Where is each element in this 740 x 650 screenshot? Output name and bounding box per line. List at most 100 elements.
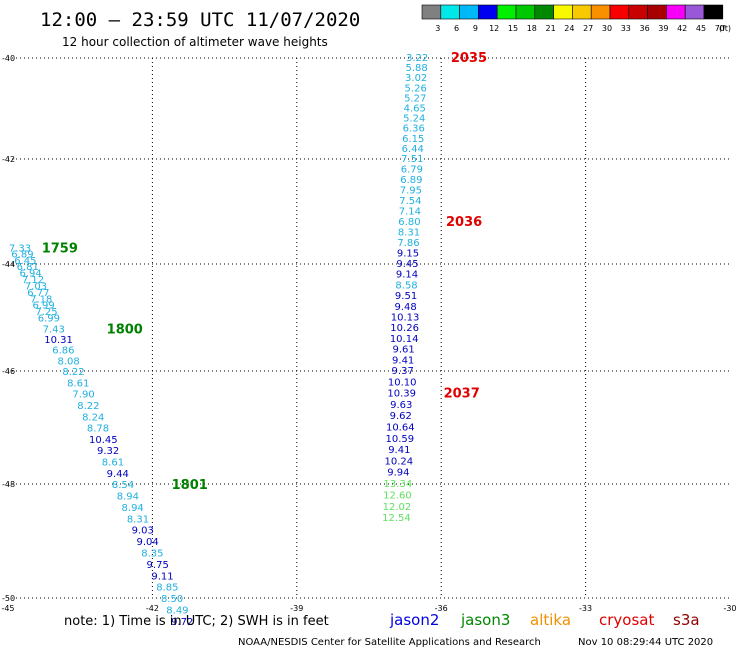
wave-height-label: 8.22	[77, 401, 99, 412]
colorbar-swatch	[421, 4, 442, 20]
wave-height-label: 6.81	[17, 262, 39, 273]
wave-height-label: 3.02	[405, 73, 427, 84]
altimeter-tracks: 7.336.896.456.816.947.127.036.777.186.99…	[9, 53, 428, 628]
wave-height-label: 7.14	[399, 207, 421, 218]
colorbar-swatch	[572, 4, 592, 20]
wave-height-label: 6.89	[11, 250, 33, 261]
wave-height-label: 6.89	[400, 175, 422, 186]
colorbar-swatch	[515, 4, 536, 20]
wave-height-label: 9.37	[392, 366, 414, 377]
wave-height-label: 8.24	[82, 412, 104, 423]
wave-height-label: 7.18	[30, 294, 52, 305]
colorbar-tick-label: 36	[640, 24, 650, 33]
wave-height-label: 8.31	[127, 514, 149, 525]
wave-height-label: 6.94	[19, 269, 41, 280]
wave-height-label: 7.51	[401, 154, 423, 165]
satellite-legend-item: s3a	[673, 611, 700, 629]
latitude-tick-label: -40	[2, 54, 15, 63]
footer-credit: NOAA/NESDIS Center for Satellite Applica…	[238, 637, 541, 648]
colorbar-tick-label: 6	[454, 24, 459, 33]
wave-height-label: 6.44	[402, 144, 424, 155]
wave-height-label: 12.02	[383, 502, 412, 513]
wave-height-label: 4.65	[404, 104, 426, 115]
wave-height-label: 7.54	[399, 196, 421, 207]
longitude-tick-label: -42	[146, 604, 159, 613]
utc-time-label: 2035	[451, 51, 487, 66]
wave-height-label: 9.11	[151, 571, 173, 582]
colorbar-tick-label: 30	[602, 24, 612, 33]
longitude-tick-label: -36	[435, 604, 448, 613]
satellite-legend: jason2 jason3 altika cryosat s3a	[389, 611, 700, 629]
colorbar-tick-label: 3	[435, 24, 440, 33]
colorbar-tick-label: 42	[677, 24, 687, 33]
wave-height-label: 8.22	[62, 367, 84, 378]
colorbar-tick-label: 24	[564, 24, 574, 33]
wave-height-label: 10.24	[385, 456, 414, 467]
satellite-legend-item: jason3	[460, 611, 510, 629]
wave-height-label: 8.31	[398, 228, 420, 239]
wave-height-label: 9.41	[388, 445, 410, 456]
colorbar-tick-label: 18	[527, 24, 537, 33]
colorbar-tick-label: 39	[658, 24, 668, 33]
colorbar-unit: (ft)	[719, 24, 731, 33]
colorbar-swatch	[534, 4, 554, 20]
wave-height-label: 6.45	[14, 256, 36, 267]
colorbar-swatch	[647, 4, 667, 20]
wave-height-label: 7.43	[43, 324, 65, 335]
wave-height-label: 12.54	[382, 513, 411, 524]
wave-height-label: 6.99	[32, 301, 54, 312]
wave-height-label: 9.63	[390, 400, 412, 411]
latitude-tick-label: -50	[2, 594, 15, 603]
wave-height-label: 8.35	[141, 549, 163, 560]
utc-time-label: 1800	[107, 322, 143, 337]
wave-height-label: 7.25	[35, 307, 57, 318]
colorbar-tick-label: 9	[473, 24, 478, 33]
wave-height-label: 8.54	[112, 480, 134, 491]
wave-height-label: 9.15	[397, 249, 419, 260]
wave-height-label: 5.27	[404, 93, 426, 104]
wave-height-label: 9.45	[396, 259, 418, 270]
wave-height-label: 9.48	[394, 302, 416, 313]
wave-height-label: 10.59	[385, 434, 414, 445]
wave-height-label: 13.34	[384, 479, 413, 490]
colorbar-tick-label: 12	[489, 24, 499, 33]
wave-height-label: 6.77	[27, 288, 49, 299]
wave-height-label: 6.36	[403, 124, 425, 135]
wave-height-label: 9.41	[392, 355, 414, 366]
wave-height-label: 9.03	[132, 526, 154, 537]
wave-height-label: 8.94	[122, 503, 144, 514]
colorbar-swatch	[609, 4, 630, 20]
wave-height-label: 9.32	[97, 446, 119, 457]
wave-height-label: 12.60	[383, 490, 412, 501]
wave-height-label: 9.04	[136, 537, 158, 548]
colorbar-tick-label: 27	[583, 24, 593, 33]
wave-height-label: 9.94	[387, 468, 409, 479]
colorbar-swatch	[590, 4, 611, 20]
satellite-legend-item: cryosat	[599, 611, 654, 629]
wave-height-label: 10.26	[390, 323, 419, 334]
latitude-tick-label: -44	[2, 260, 15, 269]
utc-time-label: 2037	[444, 387, 480, 402]
satellite-legend-item: altika	[530, 611, 571, 629]
latitude-tick-label: -46	[2, 367, 15, 376]
axis-ticks: -45 -42 -39 -36 -33 -30 -40 -42 -44 -46 -48 -50	[1, 54, 736, 613]
wave-height-label: 8.61	[102, 458, 124, 469]
wave-height-label: 7.90	[72, 390, 94, 401]
colorbar-swatch	[496, 4, 517, 20]
wave-height-label: 7.12	[22, 275, 44, 286]
colorbar-swatch	[628, 4, 648, 20]
wave-height-label: 5.88	[406, 63, 428, 74]
utc-time-label: 2036	[446, 215, 482, 230]
colorbar-tick-label: 21	[546, 24, 556, 33]
colorbar-tick-label: 33	[621, 24, 631, 33]
wave-height-label: 9.61	[393, 345, 415, 356]
wave-height-label: 9.51	[395, 291, 417, 302]
wave-height-label: 6.99	[38, 314, 60, 325]
wave-height-label: 8.85	[156, 583, 178, 594]
wave-height-label: 10.39	[387, 389, 416, 400]
wave-height-label: 10.64	[386, 423, 415, 434]
colorbar-swatch	[703, 4, 724, 20]
wave-height-label: 10.14	[390, 334, 419, 345]
wave-height-label: 6.79	[401, 165, 423, 176]
